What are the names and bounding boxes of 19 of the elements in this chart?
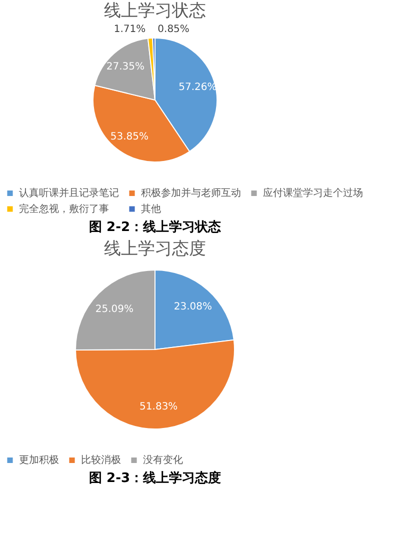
caption: 图 2-2：线上学习状态 — [88, 219, 222, 235]
legend-label: 完全忽视，敷衍了事 — [19, 203, 109, 215]
legend-label: 其他 — [141, 203, 161, 215]
data-label: 51.83% — [140, 402, 178, 413]
legend-label: 积极参加并与老师互动 — [141, 187, 241, 200]
data-label: 1.71% — [114, 24, 146, 36]
legend-label: 没有变化 — [143, 454, 183, 466]
legend-label: 更加积极 — [19, 454, 59, 466]
legend-label: 应付课堂学习走个过场 — [263, 187, 363, 200]
legend-label: 比较消极 — [81, 454, 121, 466]
data-label: 53.85% — [110, 132, 149, 143]
data-label: 25.09% — [95, 304, 134, 316]
chart-title: 线上学习态度 — [104, 239, 206, 259]
chart-title: 线上学习状态 — [104, 1, 206, 22]
data-label: 23.08% — [174, 302, 212, 313]
legend-label: 认真听课并且记录笔记 — [19, 187, 119, 200]
caption: 图 2-3：线上学习态度 — [88, 470, 222, 486]
data-label: 0.85% — [158, 24, 190, 36]
data-label: 27.35% — [106, 62, 145, 73]
